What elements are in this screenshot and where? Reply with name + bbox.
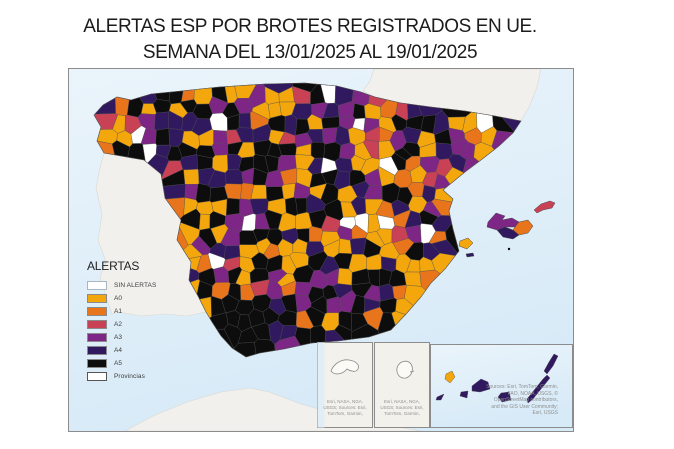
legend-item-provincias: Provincias: [87, 370, 197, 383]
melilla-inset: [374, 342, 430, 428]
legend-label: SIN ALERTAS: [114, 282, 157, 289]
title-line2: SEMANA DEL 13/01/2025 AL 19/01/2025: [142, 42, 478, 63]
canary-islands: [435, 353, 559, 404]
canary-inset-attribution: Sources: Esri, TomTom, Garmin, FAO, NOAA…: [486, 384, 558, 416]
legend-label: A3: [114, 334, 123, 341]
legend-label: A1: [114, 308, 123, 315]
legend-items: SIN ALERTAS A0 A1 A2 A3 A4 A5 Provincias: [87, 279, 197, 383]
legend-item-sin-alertas: SIN ALERTAS: [87, 279, 197, 292]
legend-label: A4: [114, 347, 123, 354]
balearic-islands: [458, 200, 556, 258]
legend-item-a0: A0: [87, 292, 197, 305]
map-legend: ALERTAS SIN ALERTAS A0 A1 A2 A3 A4 A5 Provincia…: [87, 259, 197, 383]
map-title: ALERTAS ESP POR BROTES REGISTRADOS EN UE…: [40, 14, 580, 66]
map-frame: ALERTAS SIN ALERTAS A0 A1 A2 A3 A4 A5 Provincia…: [68, 68, 574, 432]
spain-outline: [93, 82, 522, 358]
spain-regions: [93, 82, 522, 358]
legend-item-a1: A1: [87, 305, 197, 318]
melilla-inset-attribution: Esri, NASA, NGA, USGS; Sources: Esri, To…: [380, 399, 424, 416]
legend-swatch-a5: [87, 359, 107, 368]
legend-swatch-a3: [87, 333, 107, 342]
legend-swatch-a1: [87, 307, 107, 316]
legend-item-a4: A4: [87, 344, 197, 357]
legend-title: ALERTAS: [87, 259, 140, 273]
canary-inset: [430, 344, 573, 428]
legend-item-a3: A3: [87, 331, 197, 344]
legend-item-a5: A5: [87, 357, 197, 370]
legend-label: A0: [114, 295, 123, 302]
ceuta-inset: [317, 342, 373, 428]
legend-item-a2: A2: [87, 318, 197, 331]
legend-label: Provincias: [114, 373, 145, 380]
melilla-shape: [396, 360, 415, 379]
spain-choropleth-map: [69, 69, 573, 431]
legend-label: A5: [114, 360, 123, 367]
title-line1: ALERTAS ESP POR BROTES REGISTRADOS EN UE…: [83, 16, 537, 37]
legend-swatch-provincias: [87, 372, 107, 381]
inset-boxes: [317, 342, 573, 428]
legend-label: A2: [114, 321, 123, 328]
legend-swatch-a0: [87, 294, 107, 303]
legend-swatch-a4: [87, 346, 107, 355]
ceuta-shape: [330, 359, 359, 375]
legend-swatch-sin-alertas: [87, 281, 107, 290]
ceuta-inset-attribution: Esri, NASA, NGA, USGS; Sources: Esri, To…: [323, 399, 367, 416]
legend-swatch-a2: [87, 320, 107, 329]
